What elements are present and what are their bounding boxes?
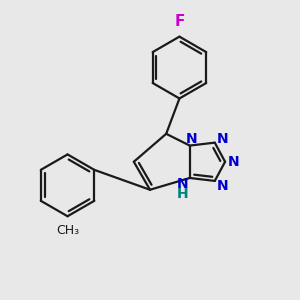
Text: H: H [177,187,188,201]
Text: N: N [228,155,240,169]
Text: N: N [217,179,229,193]
Text: N: N [217,132,229,146]
Text: CH₃: CH₃ [56,224,79,237]
Text: N: N [177,177,188,191]
Text: N: N [185,132,197,146]
Text: F: F [174,14,184,29]
